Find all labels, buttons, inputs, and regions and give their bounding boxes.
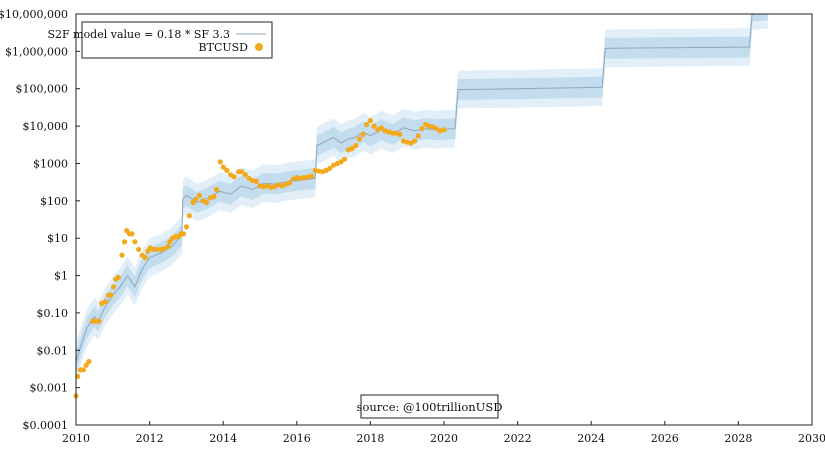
- price-point: [180, 231, 187, 237]
- price-point: [360, 131, 366, 137]
- y-tick-label: $100: [40, 195, 68, 208]
- x-tick-label: 2020: [430, 432, 458, 445]
- price-point: [165, 243, 171, 250]
- price-point: [204, 199, 210, 206]
- y-tick-label: $0.01: [37, 344, 69, 357]
- legend-price-dot-swatch: [255, 43, 263, 51]
- price-point: [239, 169, 245, 175]
- x-tick-label: 2026: [651, 432, 679, 445]
- legend-box: [81, 21, 273, 59]
- price-point: [161, 246, 167, 252]
- y-tick-label: $1: [54, 270, 68, 283]
- x-tick-label: 2014: [209, 432, 237, 445]
- model-deviation-bands: [76, 14, 768, 381]
- price-point: [356, 136, 362, 142]
- price-point: [224, 167, 230, 173]
- y-tick-label: $10,000,000: [0, 8, 68, 21]
- x-tick-label: 2016: [283, 432, 311, 445]
- price-point: [389, 130, 396, 136]
- price-point: [353, 143, 359, 149]
- plot-area-frame: [75, 13, 813, 426]
- source-text: source: @100trillionUSD: [357, 400, 503, 414]
- y-tick-label: $100,000: [16, 83, 69, 96]
- source-box: [360, 394, 499, 419]
- price-point: [364, 121, 370, 128]
- x-tick-label: 2012: [136, 432, 164, 445]
- price-point: [122, 239, 128, 245]
- legend: S2F model value = 0.18 * SF 3.3 BTCUSD: [47, 21, 273, 59]
- price-point: [253, 178, 259, 184]
- x-tick-label: 2010: [62, 432, 90, 445]
- y-tick-label: $1,000,000: [5, 45, 68, 58]
- price-point: [338, 159, 344, 165]
- x-axis-ticks: 2010 2012 2014 2016 2018 2020 2022 2024 2026 2028…: [62, 421, 825, 445]
- x-tick-label: 2030: [798, 432, 825, 445]
- model-band-outer: [76, 14, 768, 381]
- price-point: [96, 318, 102, 324]
- price-point: [136, 246, 142, 252]
- price-point: [102, 299, 108, 305]
- price-point: [193, 196, 199, 202]
- x-tick-label: 2022: [504, 432, 532, 445]
- price-point: [129, 231, 135, 237]
- price-point: [327, 165, 333, 171]
- x-tick-label: 2028: [724, 432, 752, 445]
- price-point: [183, 224, 189, 230]
- price-point: [167, 239, 173, 245]
- x-tick-label: 2018: [356, 432, 384, 445]
- price-point: [115, 274, 121, 280]
- price-point: [150, 246, 156, 252]
- price-point: [86, 358, 92, 365]
- price-point: [217, 159, 223, 165]
- price-point: [231, 174, 237, 180]
- price-point: [142, 255, 148, 261]
- price-point: [119, 252, 125, 258]
- price-point: [214, 187, 220, 193]
- x-tick-label: 2024: [577, 432, 605, 445]
- price-point: [110, 284, 117, 290]
- price-dots-layer: [73, 118, 447, 399]
- price-point: [186, 213, 192, 219]
- price-point: [220, 164, 226, 170]
- price-point: [242, 172, 248, 178]
- y-tick-label: $1000: [33, 157, 68, 170]
- price-point: [415, 133, 421, 139]
- price-point: [367, 118, 373, 124]
- y-axis-ticks: $10,000,000 $1,000,000 $100,000 $10,000 $100…: [0, 8, 80, 432]
- price-point: [342, 156, 348, 162]
- price-point: [80, 367, 86, 373]
- model-band-inner: [76, 14, 768, 372]
- price-point: [83, 362, 89, 368]
- price-point: [211, 194, 217, 200]
- price-point: [371, 123, 377, 129]
- price-point: [132, 239, 138, 245]
- y-tick-label: $10: [47, 232, 68, 245]
- price-point: [108, 292, 114, 298]
- price-point: [397, 131, 403, 137]
- price-point: [412, 138, 418, 144]
- price-point: [196, 192, 202, 198]
- y-tick-label: $0.001: [30, 382, 69, 395]
- source-annotation: source: @100trillionUSD: [357, 394, 503, 419]
- price-point: [286, 180, 292, 186]
- legend-price-label: BTCUSD: [199, 41, 249, 54]
- price-point: [419, 126, 425, 132]
- price-point: [441, 127, 447, 133]
- y-tick-label: $0.0001: [23, 419, 69, 432]
- y-tick-label: $10,000: [23, 120, 69, 133]
- price-point: [154, 246, 160, 252]
- price-point: [349, 146, 355, 152]
- price-point: [378, 125, 384, 131]
- y-tick-label: $0.10: [37, 307, 69, 320]
- legend-model-label: S2F model value = 0.18 * SF 3.3: [47, 28, 230, 41]
- price-point: [308, 173, 315, 179]
